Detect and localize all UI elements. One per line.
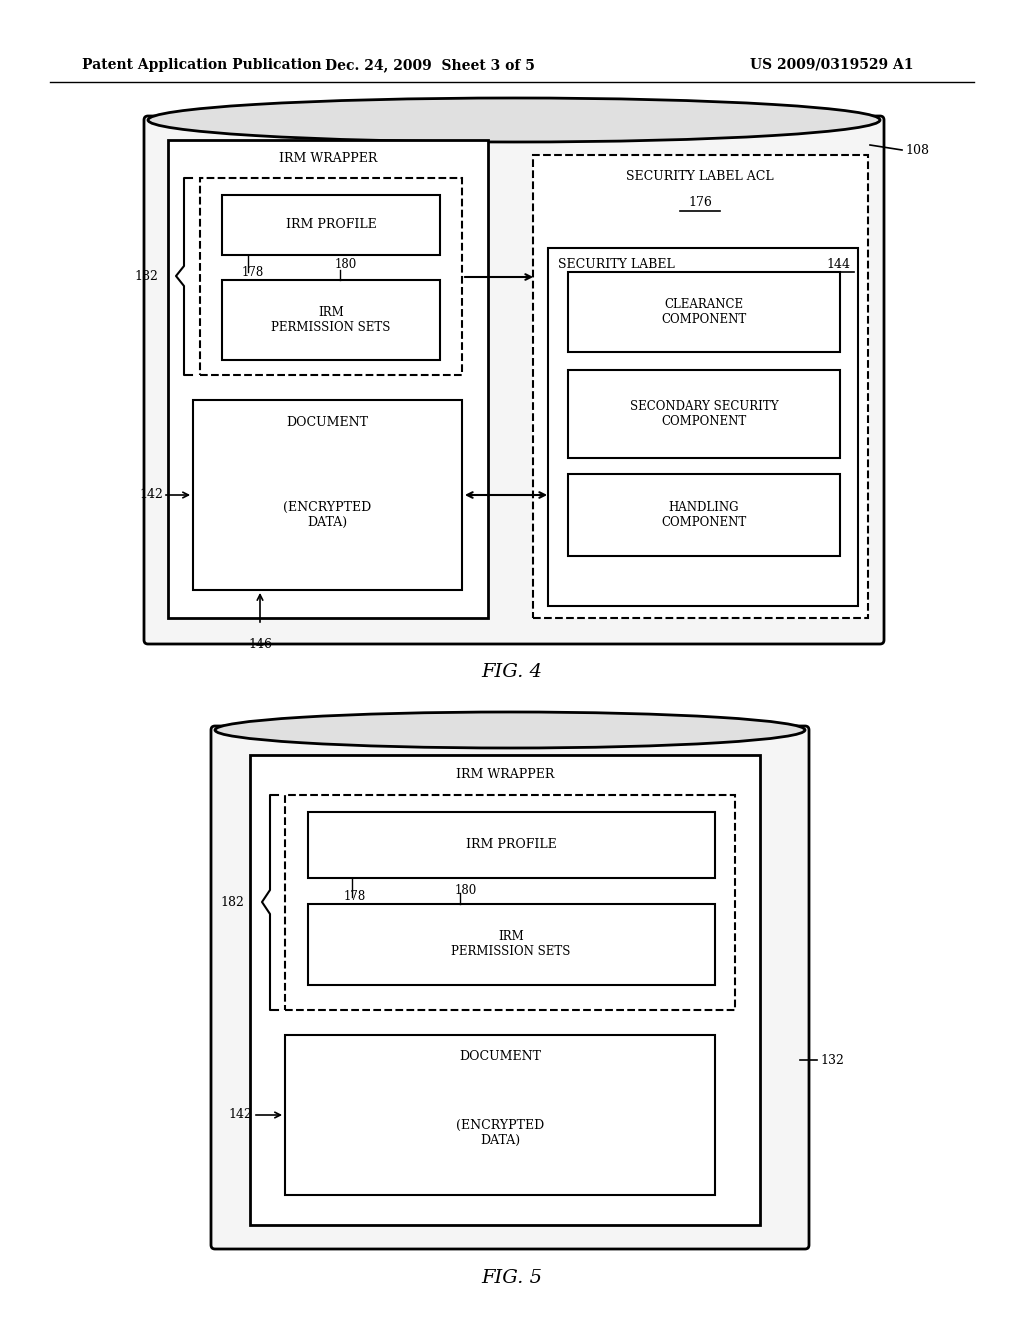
Bar: [568, 370, 840, 458]
Text: CLEARANCE
COMPONENT: CLEARANCE COMPONENT: [662, 298, 746, 326]
Text: 142: 142: [228, 1109, 252, 1122]
Text: 144: 144: [826, 257, 850, 271]
Text: 178: 178: [344, 891, 367, 903]
Bar: [222, 280, 440, 360]
Bar: [200, 178, 462, 375]
Text: IRM
PERMISSION SETS: IRM PERMISSION SETS: [452, 931, 570, 958]
Text: IRM WRAPPER: IRM WRAPPER: [279, 152, 377, 165]
Text: Patent Application Publication: Patent Application Publication: [82, 58, 322, 73]
Text: SECONDARY SECURITY
COMPONENT: SECONDARY SECURITY COMPONENT: [630, 400, 778, 428]
Text: SECURITY LABEL: SECURITY LABEL: [558, 257, 675, 271]
Text: 132: 132: [820, 1053, 844, 1067]
Text: 180: 180: [455, 883, 477, 896]
Bar: [534, 154, 868, 618]
Text: DOCUMENT: DOCUMENT: [286, 416, 368, 429]
Text: US 2009/0319529 A1: US 2009/0319529 A1: [750, 58, 913, 73]
Text: IRM PROFILE: IRM PROFILE: [466, 838, 556, 851]
Bar: [285, 1035, 715, 1195]
Text: 178: 178: [242, 265, 264, 279]
FancyBboxPatch shape: [144, 116, 884, 644]
Bar: [568, 474, 840, 556]
Bar: [222, 195, 440, 255]
Text: HANDLING
COMPONENT: HANDLING COMPONENT: [662, 502, 746, 529]
Text: 142: 142: [139, 488, 163, 502]
Text: 176: 176: [688, 197, 712, 210]
Text: 180: 180: [335, 259, 357, 272]
Text: IRM WRAPPER: IRM WRAPPER: [456, 768, 554, 781]
Bar: [193, 400, 462, 590]
Text: 146: 146: [248, 638, 272, 651]
Text: Dec. 24, 2009  Sheet 3 of 5: Dec. 24, 2009 Sheet 3 of 5: [325, 58, 535, 73]
Bar: [308, 812, 715, 878]
Bar: [250, 755, 760, 1225]
Bar: [168, 140, 488, 618]
Bar: [285, 795, 735, 1010]
Ellipse shape: [215, 711, 805, 748]
Text: SECURITY LABEL ACL: SECURITY LABEL ACL: [627, 170, 774, 183]
Bar: [568, 272, 840, 352]
Ellipse shape: [148, 98, 880, 143]
Bar: [548, 248, 858, 606]
Text: FIG. 4: FIG. 4: [481, 663, 543, 681]
FancyBboxPatch shape: [211, 726, 809, 1249]
Text: (ENCRYPTED
DATA): (ENCRYPTED DATA): [283, 502, 371, 529]
Text: 108: 108: [905, 144, 929, 157]
Text: IRM PROFILE: IRM PROFILE: [286, 219, 377, 231]
Text: 182: 182: [220, 895, 244, 908]
Text: FIG. 5: FIG. 5: [481, 1269, 543, 1287]
Text: DOCUMENT: DOCUMENT: [459, 1051, 541, 1064]
Text: IRM
PERMISSION SETS: IRM PERMISSION SETS: [271, 306, 391, 334]
Bar: [308, 904, 715, 985]
Text: 182: 182: [134, 269, 158, 282]
Text: (ENCRYPTED
DATA): (ENCRYPTED DATA): [456, 1119, 544, 1147]
